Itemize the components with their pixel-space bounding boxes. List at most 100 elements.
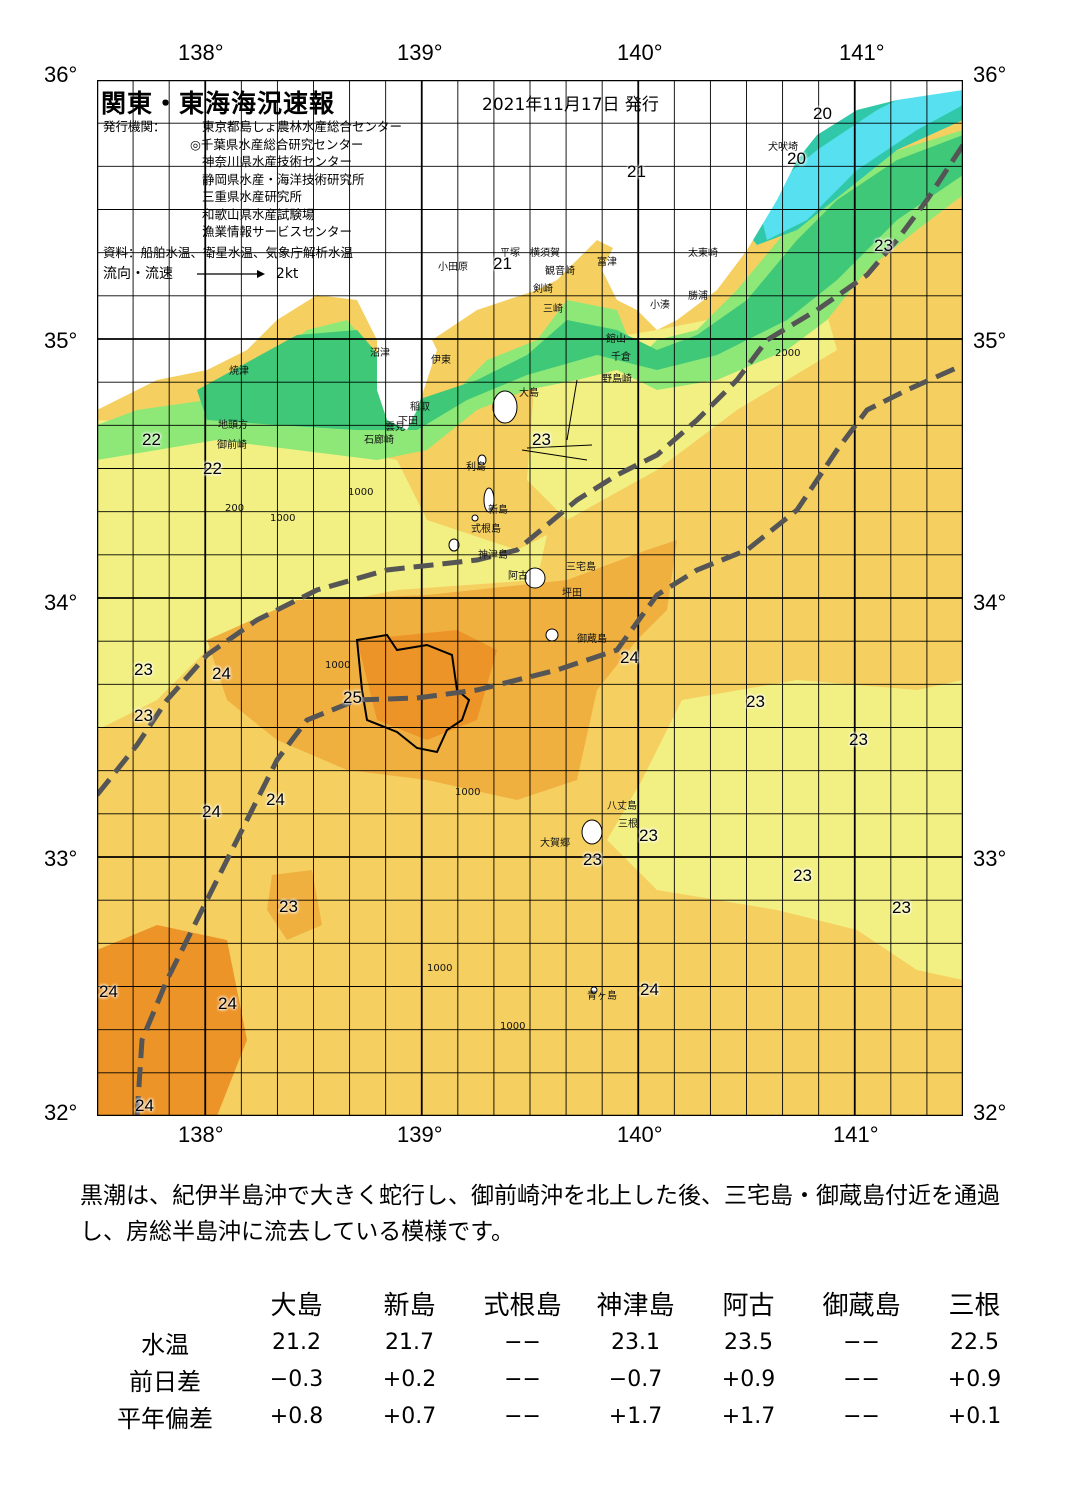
place-name: 沼津 (370, 348, 390, 359)
lat-tick-right-36: 36° (973, 62, 1007, 87)
table-corner (90, 1282, 240, 1324)
place-name: 伊東 (431, 355, 451, 366)
place-name: 焼津 (229, 366, 249, 377)
place-name: 大賀郷 (540, 838, 570, 849)
table-row: 前日差 −0.3 +0.2 −− −0.7 +0.9 −− +0.9 (90, 1361, 1031, 1398)
sea-zone-yellow-west (97, 420, 547, 730)
issuer-5: 三重県水産研究所 (202, 189, 303, 204)
place-name: 勝浦 (688, 291, 708, 302)
place-name: 野島崎 (602, 374, 632, 385)
temperature-label: 23 (532, 430, 551, 449)
island-oshima (492, 390, 518, 424)
table-cell: 21.7 (385, 1330, 434, 1355)
temperature-label: 20 (813, 104, 832, 123)
flow-legend-label: 流向・流速 (103, 266, 173, 282)
island-aogashima (590, 986, 598, 994)
place-name: 御蔵島 (577, 634, 607, 645)
island-toshima (477, 454, 487, 466)
place-name: 小田原 (438, 262, 468, 273)
temperature-label: 24 (218, 994, 237, 1013)
temperature-label: 23 (279, 897, 298, 916)
place-name: 平塚 (500, 248, 520, 259)
table-cell: 23.5 (724, 1330, 773, 1355)
place-name: 三根 (618, 819, 638, 830)
place-name: 式根島 (471, 524, 501, 535)
land-boso (567, 100, 797, 310)
table-cell: −− (843, 1330, 880, 1355)
sea-zone-green-deep (197, 135, 963, 430)
table-cell: +0.2 (382, 1367, 437, 1392)
temperature-label: 24 (620, 648, 639, 667)
lat-tick-right-35: 35° (973, 328, 1007, 353)
place-name: 剣崎 (533, 284, 553, 295)
lon-tick-top-139: 139° (397, 40, 443, 65)
depth-contour-label: 2000 (775, 348, 801, 359)
lon-tick-bottom-138: 138° (178, 1122, 224, 1147)
temperature-label: 24 (202, 802, 221, 821)
flow-vectors (521, 379, 593, 461)
depth-contour-label: 1000 (500, 1021, 526, 1032)
place-name: 三宅島 (566, 562, 596, 573)
issuer-4: 静岡県水産・海洋技術研究所 (202, 171, 365, 187)
flow-legend: 流向・流速 2kt (103, 263, 298, 283)
place-name: 富津 (597, 257, 617, 268)
table-row: 水温 21.2 21.7 −− 23.1 23.5 −− 22.5 (90, 1324, 1031, 1361)
lat-tick-right-34: 34° (973, 590, 1007, 615)
place-name: 御前崎 (217, 440, 247, 451)
temperature-label: 23 (892, 898, 911, 917)
place-name: 石廊崎 (364, 435, 394, 446)
table-cell: 22.5 (950, 1330, 999, 1355)
depth-contour-label: 200 (225, 503, 245, 514)
lon-tick-top-138: 138° (178, 40, 224, 65)
issuer-6: 和歌山県水産試験場 (202, 206, 315, 222)
island-shikinejima (471, 514, 479, 522)
issuer-7: 漁業情報サービスセンター (202, 224, 353, 239)
island-miyakejima (524, 567, 546, 589)
island-stats-table: 大島 新島 式根島 神津島 阿古 御蔵島 三根 水温 21.2 21.7 −− … (90, 1282, 1031, 1435)
table-cell: +0.8 (269, 1404, 324, 1429)
temperature-label: 20 (787, 149, 806, 168)
sea-temperature-map (97, 80, 963, 1116)
lon-tick-bottom-141: 141° (833, 1122, 879, 1147)
temperature-label: 22 (203, 459, 222, 478)
island-kozushima (448, 538, 460, 552)
temperature-label: 23 (874, 236, 893, 255)
warm-core-outline (355, 633, 471, 754)
sea-zone-orange-patch (267, 870, 322, 940)
temperature-label: 23 (583, 850, 602, 869)
lat-tick-left-35: 35° (44, 328, 78, 353)
place-name: 犬吠埼 (768, 142, 798, 153)
temperature-label: 23 (793, 866, 812, 885)
flow-arrow-icon (197, 270, 266, 278)
temperature-label: 23 (639, 826, 658, 845)
place-name: 大島 (519, 388, 539, 399)
temperature-label: 23 (134, 706, 153, 725)
lon-tick-bottom-139: 139° (397, 1122, 443, 1147)
table-cell: −− (504, 1367, 541, 1392)
table-cell: +0.1 (947, 1404, 1002, 1429)
place-name: 稲取 (410, 402, 430, 413)
depth-contour-label: 1000 (427, 963, 453, 974)
lon-tick-top-141: 141° (839, 40, 885, 65)
table-cell: +0.9 (721, 1367, 776, 1392)
column-header: 新島 (383, 1290, 436, 1321)
place-name: 小湊 (650, 300, 670, 311)
issuer-label: 発行機関： (103, 119, 166, 134)
temperature-label: 25 (343, 688, 362, 707)
table-cell: +1.7 (608, 1404, 663, 1429)
temperature-label: 24 (212, 664, 231, 683)
depth-contour-label: 1000 (348, 487, 374, 498)
data-source: 資料：船舶水温、衛星水温、気象庁解析水温 (103, 245, 354, 260)
place-name: 雲見 (385, 422, 405, 433)
temperature-label: 21 (493, 254, 512, 273)
table-cell: −0.3 (269, 1367, 324, 1392)
lat-tick-left-34: 34° (44, 590, 78, 615)
column-header: 式根島 (483, 1290, 562, 1321)
temperature-label: 24 (266, 790, 285, 809)
row-label: 平年偏差 (117, 1405, 213, 1433)
place-name: 利島 (466, 462, 486, 473)
column-header: 阿古 (722, 1290, 775, 1321)
place-name: 下田 (398, 416, 418, 427)
lat-tick-right-33: 33° (973, 846, 1007, 871)
table-cell: −− (843, 1367, 880, 1392)
